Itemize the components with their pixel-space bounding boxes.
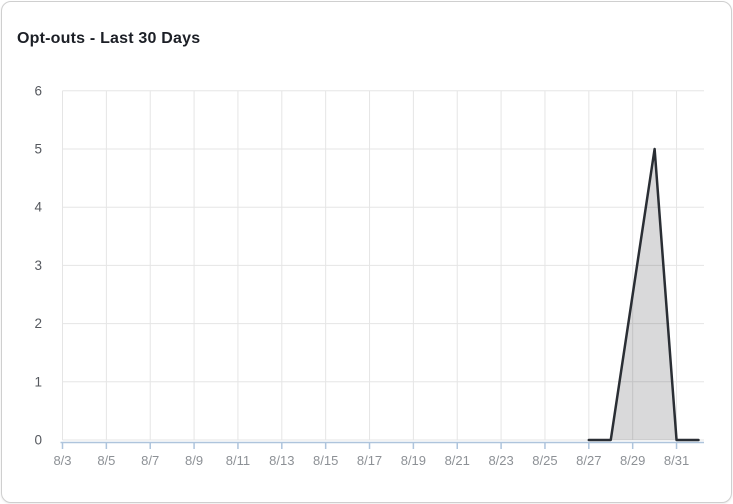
x-tick-label: 8/27 [576,453,601,468]
x-tick-label: 8/21 [445,453,470,468]
x-tick-label: 8/23 [488,453,513,468]
series-fill [588,149,699,440]
x-tick-label: 8/29 [620,453,645,468]
x-tick-label: 8/5 [97,453,115,468]
x-tick-label: 8/15 [313,453,338,468]
x-tick-label: 8/9 [185,453,203,468]
horizontal-gridlines [62,90,704,441]
series-line [587,147,700,442]
y-axis-labels: 0 1 2 3 4 5 6 [34,83,42,447]
y-tick-label: 0 [34,433,42,448]
x-tick-label: 8/31 [664,453,689,468]
y-tick-label: 5 [34,142,42,157]
x-tick-label: 8/3 [53,453,71,468]
y-tick-label: 2 [34,316,42,331]
x-tick-label: 8/11 [226,453,250,468]
x-tick-label: 8/25 [532,453,557,468]
x-tick-label: 8/19 [401,453,426,468]
vertical-gridlines [62,90,678,440]
y-tick-label: 6 [34,83,42,98]
x-axis-ticks [61,442,678,449]
chart-title: Opt-outs - Last 30 Days [17,30,201,47]
y-tick-label: 1 [34,374,42,389]
area-series-line [587,147,700,442]
x-axis-labels: 8/3 8/5 8/7 8/9 8/11 8/13 8/15 8/17 8/19 8/21 8/23… [53,453,689,468]
x-tick-label: 8/17 [357,453,382,468]
x-tick-label: 8/7 [141,453,159,468]
y-tick-label: 4 [34,200,42,215]
area-series-fill [588,149,699,440]
y-tick-label: 3 [34,258,42,273]
x-tick-label: 8/13 [269,453,294,468]
